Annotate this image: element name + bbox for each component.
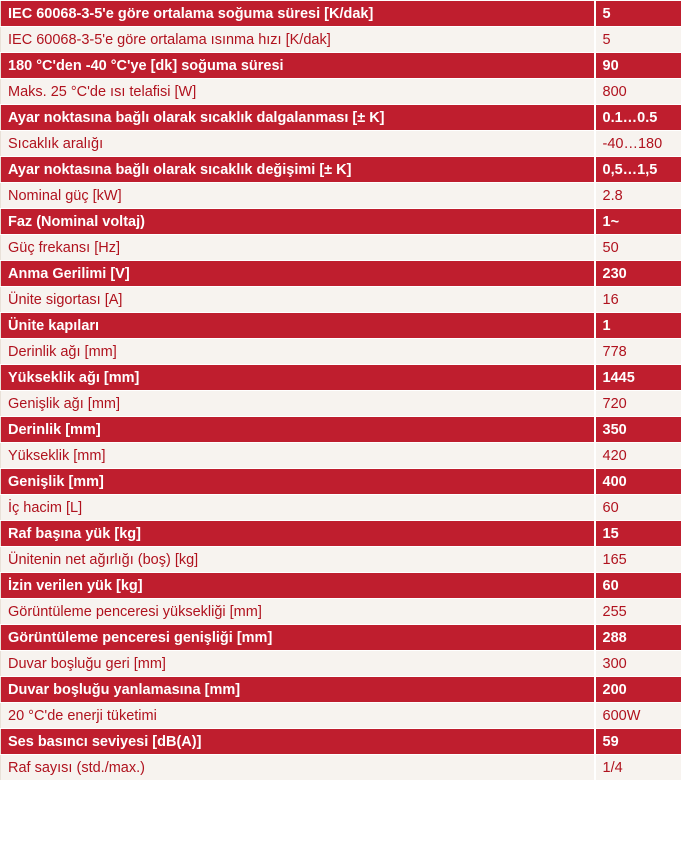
- table-row: Duvar boşluğu geri [mm] 300: [0, 650, 681, 677]
- spec-label: 20 °C'de enerji tüketimi: [0, 702, 595, 729]
- spec-value: 0,5…1,5: [593, 156, 681, 183]
- table-row: Faz (Nominal voltaj) 1~: [0, 208, 681, 235]
- spec-label: IEC 60068-3-5'e göre ortalama soğuma sür…: [0, 0, 595, 27]
- spec-value: 59: [593, 728, 681, 755]
- table-row: Genişlik ağı [mm] 720: [0, 390, 681, 417]
- spec-label: Nominal güç [kW]: [0, 182, 595, 209]
- spec-value: 5: [593, 26, 681, 53]
- spec-value: 16: [593, 286, 681, 313]
- spec-label: Ünite kapıları: [0, 312, 595, 339]
- spec-label: Görüntüleme penceresi genişliği [mm]: [0, 624, 595, 651]
- spec-value: 800: [593, 78, 681, 105]
- spec-value: 15: [593, 520, 681, 547]
- table-row: Görüntüleme penceresi yüksekliği [mm] 255: [0, 598, 681, 625]
- table-row: İç hacim [L] 60: [0, 494, 681, 521]
- spec-label: Derinlik ağı [mm]: [0, 338, 595, 365]
- spec-value: 600W: [593, 702, 681, 729]
- spec-value: 255: [593, 598, 681, 625]
- spec-value: 400: [593, 468, 681, 495]
- table-row: Genişlik [mm] 400: [0, 468, 681, 495]
- spec-label: Ünite sigortası [A]: [0, 286, 595, 313]
- spec-label: Anma Gerilimi [V]: [0, 260, 595, 287]
- table-row: 180 °C'den -40 °C'ye [dk] soğuma süresi 9…: [0, 52, 681, 79]
- table-row: Ayar noktasına bağlı olarak sıcaklık değ…: [0, 156, 681, 183]
- spec-value: 60: [593, 494, 681, 521]
- spec-label: Güç frekansı [Hz]: [0, 234, 595, 261]
- spec-label: Yükseklik [mm]: [0, 442, 595, 469]
- spec-label: Ayar noktasına bağlı olarak sıcaklık dal…: [0, 104, 595, 131]
- spec-value: 165: [593, 546, 681, 573]
- spec-value: 200: [593, 676, 681, 703]
- spec-value: 60: [593, 572, 681, 599]
- spec-label: Ses basıncı seviyesi [dB(A)]: [0, 728, 595, 755]
- table-row: Raf sayısı (std./max.) 1/4: [0, 754, 681, 781]
- table-row: Nominal güç [kW] 2.8: [0, 182, 681, 209]
- spec-label: Derinlik [mm]: [0, 416, 595, 443]
- table-row: Yükseklik [mm] 420: [0, 442, 681, 469]
- spec-label: Genişlik [mm]: [0, 468, 595, 495]
- spec-value: 720: [593, 390, 681, 417]
- spec-value: -40…180: [593, 130, 681, 157]
- spec-value: 1: [593, 312, 681, 339]
- table-row: Güç frekansı [Hz] 50: [0, 234, 681, 261]
- spec-value: 350: [593, 416, 681, 443]
- table-row: Ayar noktasına bağlı olarak sıcaklık dal…: [0, 104, 681, 131]
- table-row: IEC 60068-3-5'e göre ortalama soğuma sür…: [0, 0, 681, 27]
- table-row: Ünite sigortası [A] 16: [0, 286, 681, 313]
- spec-value: 1/4: [593, 754, 681, 781]
- spec-label: Görüntüleme penceresi yüksekliği [mm]: [0, 598, 595, 625]
- table-row: Derinlik ağı [mm] 778: [0, 338, 681, 365]
- table-row: Ünitenin net ağırlığı (boş) [kg] 165: [0, 546, 681, 573]
- spec-value: 5: [593, 0, 681, 27]
- spec-label: Ayar noktasına bağlı olarak sıcaklık değ…: [0, 156, 595, 183]
- spec-value: 1~: [593, 208, 681, 235]
- spec-value: 420: [593, 442, 681, 469]
- table-row: Sıcaklık aralığı -40…180: [0, 130, 681, 157]
- spec-label: Duvar boşluğu geri [mm]: [0, 650, 595, 677]
- spec-label: Yükseklik ağı [mm]: [0, 364, 595, 391]
- spec-value: 230: [593, 260, 681, 287]
- spec-label: Ünitenin net ağırlığı (boş) [kg]: [0, 546, 595, 573]
- table-row: Görüntüleme penceresi genişliği [mm] 288: [0, 624, 681, 651]
- table-row: Anma Gerilimi [V] 230: [0, 260, 681, 287]
- spec-label: 180 °C'den -40 °C'ye [dk] soğuma süresi: [0, 52, 595, 79]
- table-row: 20 °C'de enerji tüketimi 600W: [0, 702, 681, 729]
- table-row: Yükseklik ağı [mm] 1445: [0, 364, 681, 391]
- spec-value: 1445: [593, 364, 681, 391]
- spec-label: Faz (Nominal voltaj): [0, 208, 595, 235]
- table-row: Ünite kapıları 1: [0, 312, 681, 339]
- table-row: Raf başına yük [kg] 15: [0, 520, 681, 547]
- spec-value: 300: [593, 650, 681, 677]
- spec-label: Raf sayısı (std./max.): [0, 754, 595, 781]
- table-row: IEC 60068-3-5'e göre ortalama ısınma hız…: [0, 26, 681, 53]
- spec-value: 90: [593, 52, 681, 79]
- spec-table: IEC 60068-3-5'e göre ortalama soğuma sür…: [0, 0, 681, 781]
- spec-value: 0.1…0.5: [593, 104, 681, 131]
- spec-label: Sıcaklık aralığı: [0, 130, 595, 157]
- spec-label: Genişlik ağı [mm]: [0, 390, 595, 417]
- spec-label: IEC 60068-3-5'e göre ortalama ısınma hız…: [0, 26, 595, 53]
- table-row: Maks. 25 °C'de ısı telafisi [W] 800: [0, 78, 681, 105]
- table-row: Duvar boşluğu yanlamasına [mm] 200: [0, 676, 681, 703]
- table-row: Ses basıncı seviyesi [dB(A)] 59: [0, 728, 681, 755]
- spec-label: Maks. 25 °C'de ısı telafisi [W]: [0, 78, 595, 105]
- spec-table-body: IEC 60068-3-5'e göre ortalama soğuma sür…: [0, 0, 681, 781]
- spec-value: 778: [593, 338, 681, 365]
- spec-value: 2.8: [593, 182, 681, 209]
- spec-label: Duvar boşluğu yanlamasına [mm]: [0, 676, 595, 703]
- spec-value: 288: [593, 624, 681, 651]
- spec-value: 50: [593, 234, 681, 261]
- table-row: Derinlik [mm] 350: [0, 416, 681, 443]
- spec-label: Raf başına yük [kg]: [0, 520, 595, 547]
- spec-label: İç hacim [L]: [0, 494, 595, 521]
- table-row: İzin verilen yük [kg] 60: [0, 572, 681, 599]
- spec-label: İzin verilen yük [kg]: [0, 572, 595, 599]
